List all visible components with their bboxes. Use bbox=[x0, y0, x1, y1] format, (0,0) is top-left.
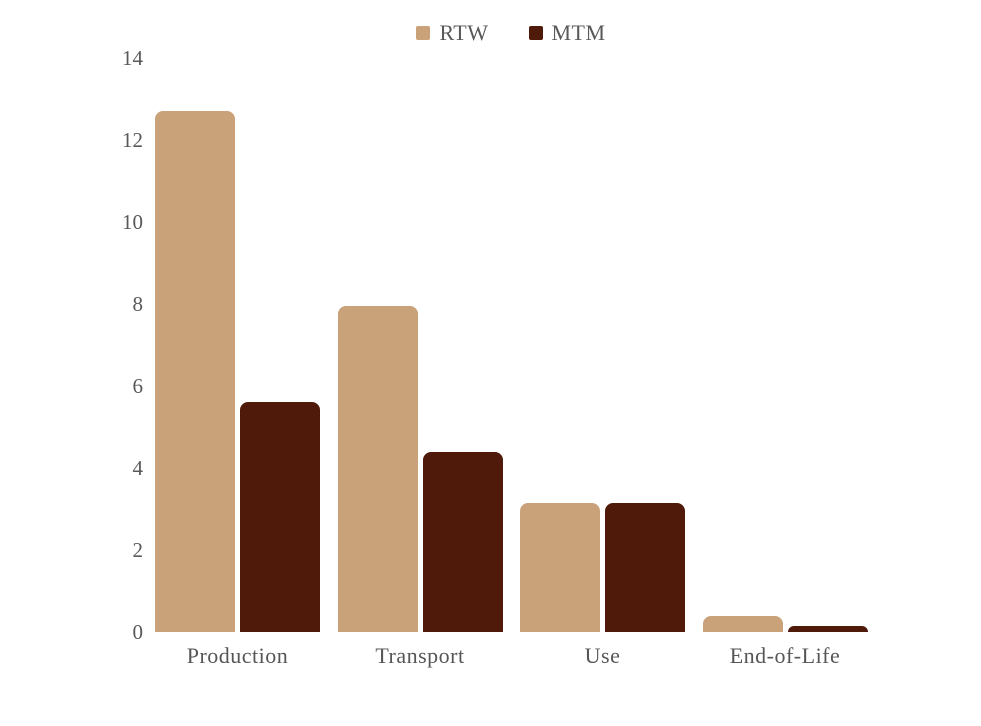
y-axis-tick-label: 6 bbox=[132, 374, 144, 398]
legend-item-rtw: RTW bbox=[416, 20, 488, 46]
x-axis-category-label: Transport bbox=[375, 643, 465, 668]
y-axis-tick-label: 12 bbox=[122, 128, 143, 152]
y-axis-tick-label: 10 bbox=[122, 210, 143, 234]
legend-label: RTW bbox=[439, 20, 489, 45]
bar-rtw-transport bbox=[337, 306, 418, 632]
legend-swatch-rtw bbox=[416, 26, 431, 40]
y-axis-tick-label: 14 bbox=[122, 46, 143, 70]
y-axis-tick-label: 2 bbox=[132, 538, 144, 562]
x-axis-category-label: End-of-Life bbox=[729, 643, 841, 668]
chart-legend: RTW MTM bbox=[155, 20, 867, 46]
bar-rtw-use bbox=[520, 502, 600, 632]
bar-rtw-production bbox=[155, 111, 235, 632]
x-axis-category-label: Use bbox=[584, 643, 621, 668]
legend-item-mtm: MTM bbox=[528, 20, 606, 46]
y-axis-tick-label: 0 bbox=[132, 620, 144, 644]
legend-label: MTM bbox=[551, 20, 606, 45]
bar-mtm-production bbox=[240, 402, 320, 632]
y-axis-tick-label: 8 bbox=[132, 292, 144, 316]
y-axis-tick-label: 4 bbox=[132, 456, 144, 480]
x-axis-category-label: Production bbox=[186, 643, 289, 668]
bar-mtm-use bbox=[605, 502, 685, 632]
legend-swatch-mtm bbox=[528, 26, 543, 40]
bar-mtm-transport bbox=[422, 451, 503, 632]
bar-mtm-end-of-life bbox=[787, 625, 868, 632]
bar-rtw-end-of-life bbox=[702, 615, 783, 632]
